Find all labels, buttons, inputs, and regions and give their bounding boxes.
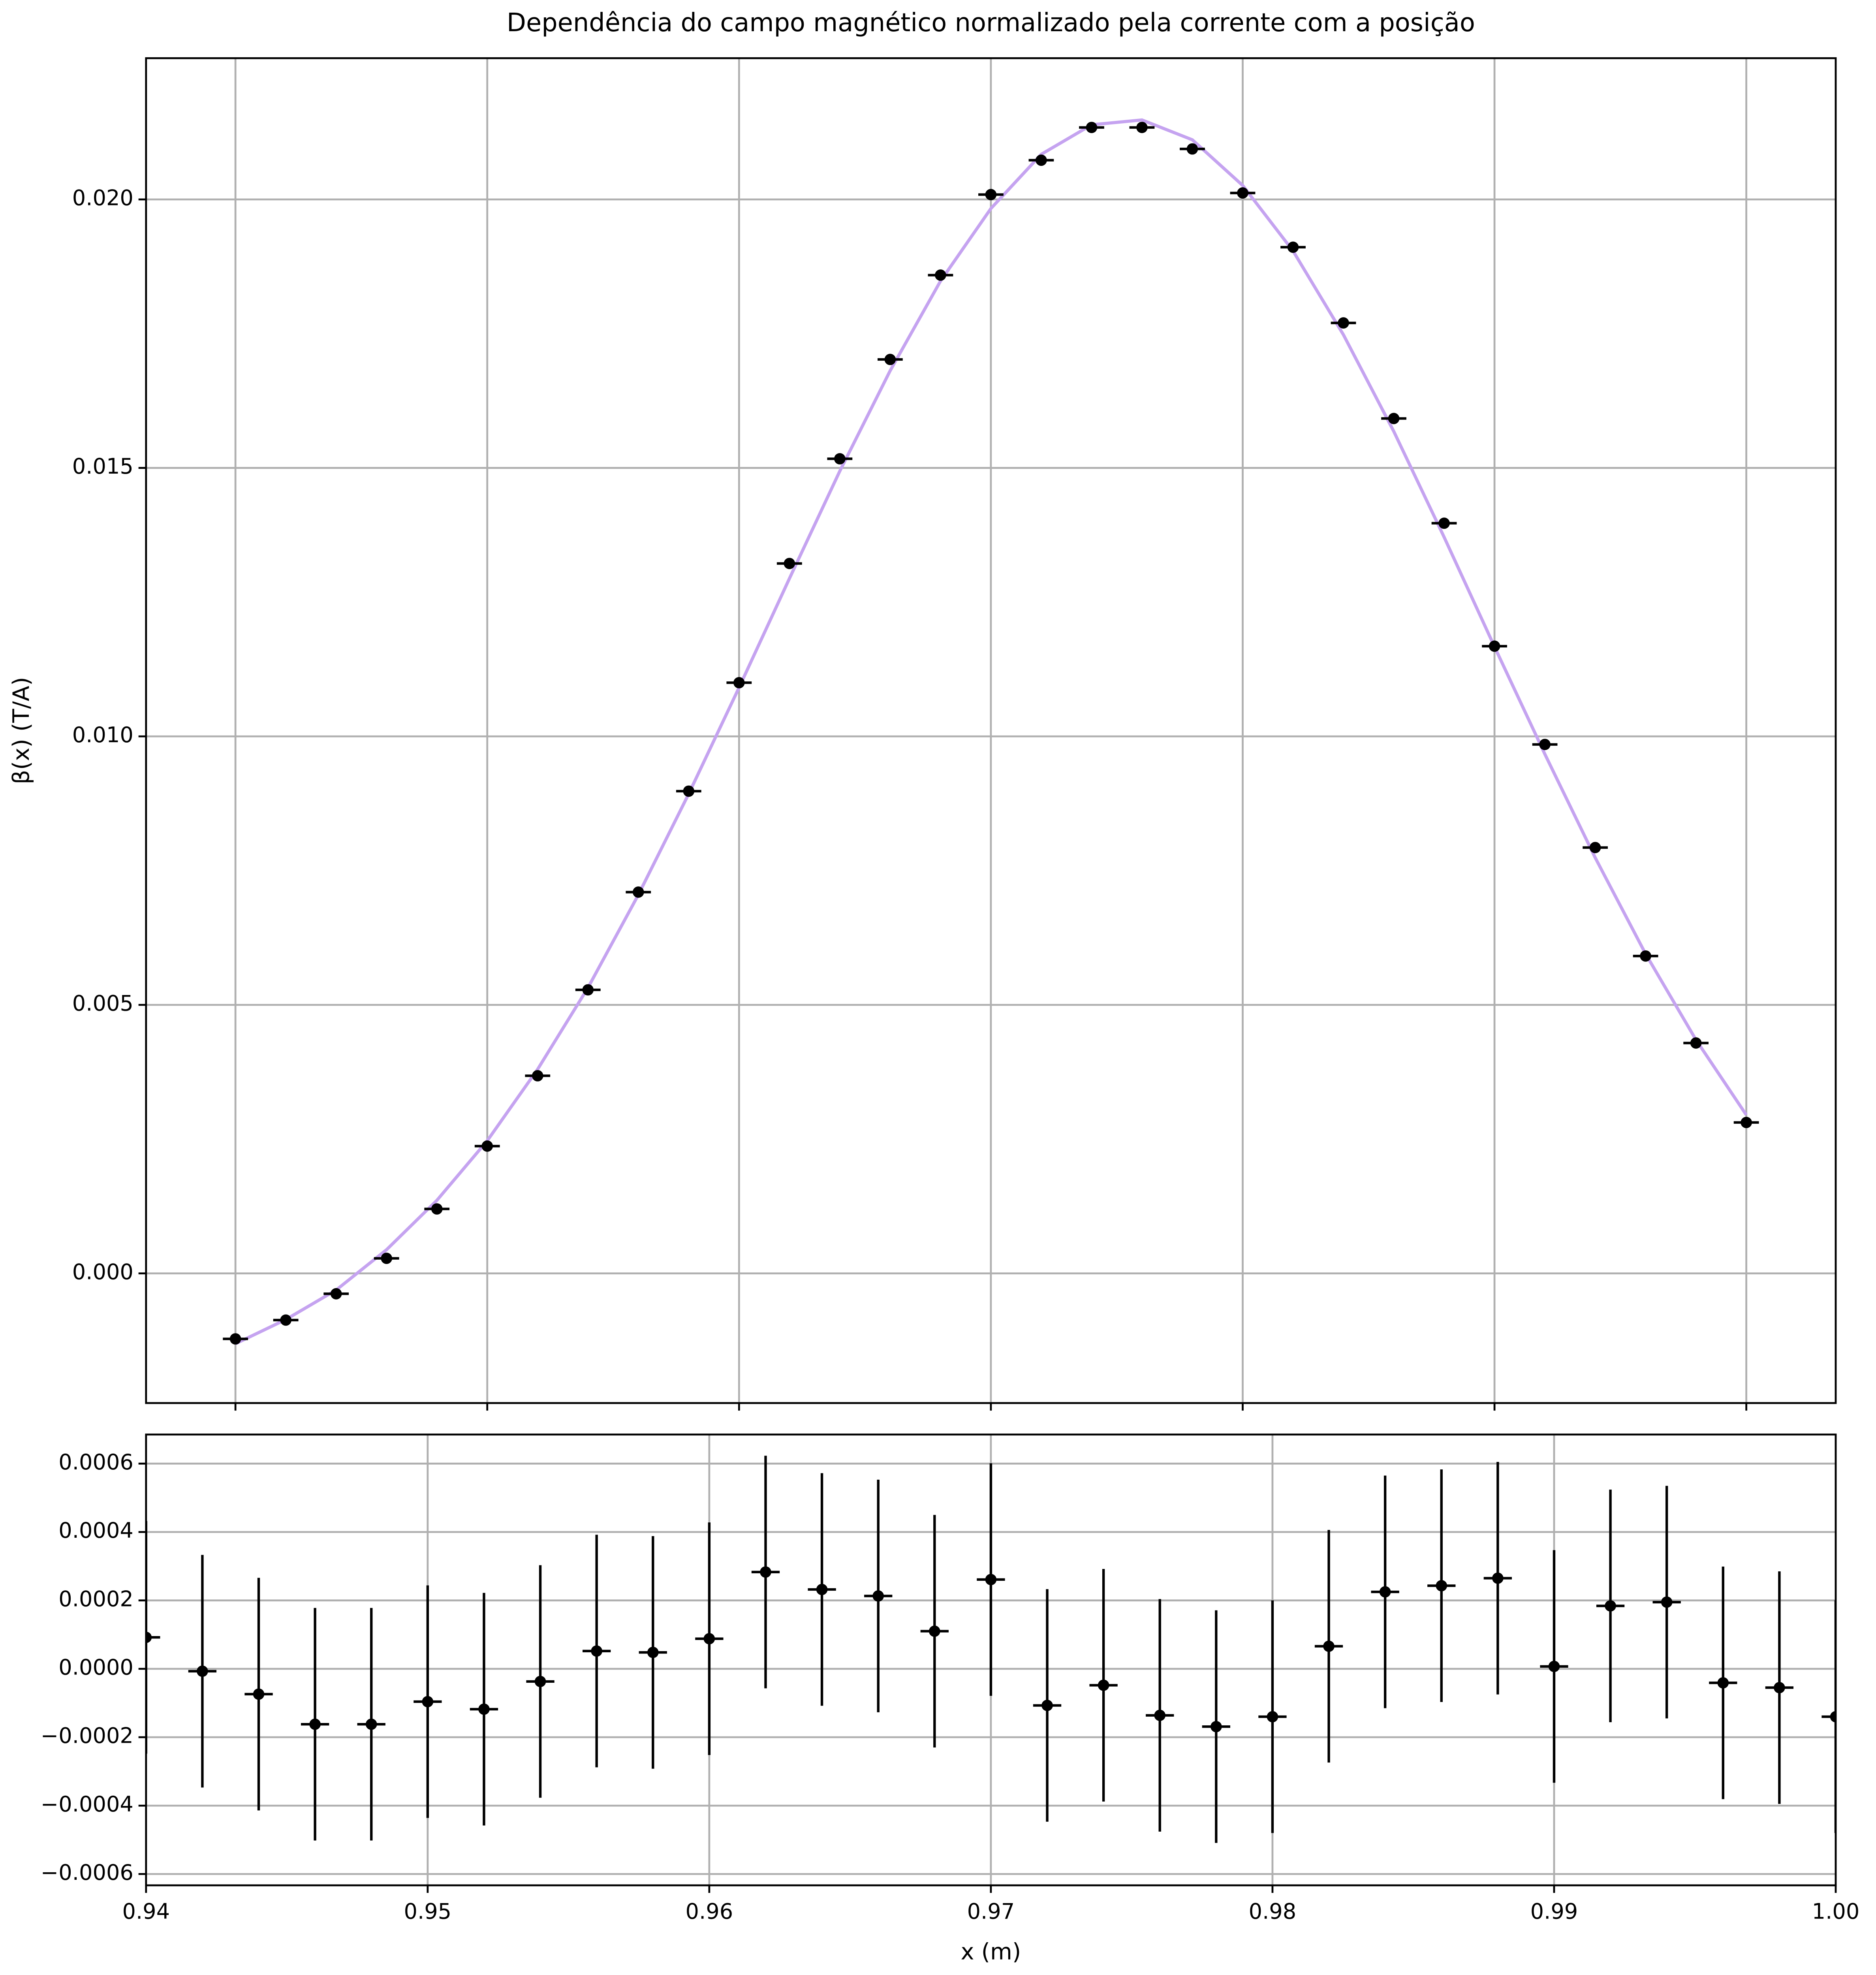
y-tick-label: 0.015: [72, 454, 133, 479]
data-point: [1661, 1596, 1673, 1608]
y-tick-label: 0.0006: [58, 1450, 133, 1475]
x-tick-label: 1.00: [1812, 1899, 1860, 1924]
data-point: [1098, 1680, 1109, 1691]
panel: Dependência do campo magnético normaliza…: [8, 8, 1837, 1411]
data-point: [935, 269, 946, 281]
data-point: [1438, 517, 1450, 529]
plot-area: [146, 1456, 1836, 1843]
data-point: [816, 1584, 828, 1595]
data-point: [1154, 1710, 1166, 1721]
data-point: [365, 1718, 377, 1730]
data-point: [197, 1665, 208, 1677]
data-point: [1379, 1586, 1391, 1598]
axes-frame: [145, 1433, 1837, 1887]
data-point: [760, 1566, 771, 1578]
data-point: [280, 1314, 292, 1326]
data-point: [1539, 739, 1551, 750]
data-point: [422, 1696, 434, 1708]
plot-area: [223, 118, 1759, 1345]
data-point: [1640, 950, 1651, 962]
data-point: [1136, 122, 1148, 134]
data-point: [884, 354, 896, 365]
x-tick-label: 0.97: [967, 1899, 1015, 1924]
x-tick-label: 0.98: [1249, 1899, 1297, 1924]
x-tick-label: 0.95: [404, 1899, 452, 1924]
y-tick-label: 0.005: [72, 991, 133, 1016]
x-axis-label: x (m): [961, 1939, 1021, 1965]
y-tick-label: 0.000: [72, 1259, 133, 1284]
data-point: [481, 1140, 493, 1152]
data-point: [478, 1703, 490, 1715]
data-point: [1589, 842, 1601, 854]
data-point: [1436, 1580, 1447, 1591]
data-point: [632, 886, 644, 898]
y-axis-label: β(x) (T/A): [8, 677, 34, 784]
data-point: [330, 1288, 342, 1300]
data-point: [872, 1590, 884, 1602]
data-point: [1741, 1117, 1752, 1129]
y-tick-label: 0.0000: [58, 1655, 133, 1680]
data-point: [309, 1718, 321, 1730]
data-point: [1287, 241, 1299, 253]
data-point: [1210, 1721, 1222, 1732]
x-tick-label: 0.99: [1530, 1899, 1578, 1924]
data-point: [1338, 317, 1349, 329]
data-point: [703, 1633, 715, 1645]
data-point: [534, 1676, 546, 1687]
y-tick-label: 0.020: [72, 185, 133, 210]
data-point: [431, 1203, 443, 1215]
data-point: [1237, 187, 1248, 199]
data-point: [647, 1646, 659, 1658]
panel: x (m) −0.0006 −0.0004 −0.0002 0.0000 0.0002 0.…: [41, 1433, 1860, 1965]
data-point: [253, 1688, 265, 1700]
data-point: [591, 1645, 602, 1657]
y-tick-label: 0.0002: [58, 1586, 133, 1611]
data-point: [1489, 640, 1500, 652]
data-point: [1492, 1572, 1504, 1584]
data-point: [1086, 122, 1098, 134]
data-point: [683, 785, 695, 797]
y-tick-label: −0.0004: [41, 1792, 133, 1817]
data-point: [1323, 1640, 1335, 1652]
data-point: [1548, 1661, 1560, 1672]
y-tick-label: 0.0004: [58, 1518, 133, 1543]
y-tick-label: −0.0002: [41, 1723, 133, 1748]
data-point: [1717, 1677, 1729, 1689]
x-tick-label: 0.94: [122, 1899, 170, 1924]
data-point: [929, 1625, 940, 1637]
data-point: [985, 189, 997, 200]
data-point: [733, 677, 745, 688]
y-tick-label: −0.0006: [41, 1860, 133, 1885]
data-point: [1041, 1700, 1053, 1711]
data-point: [532, 1070, 543, 1082]
data-point: [1605, 1600, 1616, 1612]
data-point: [1036, 154, 1047, 166]
y-tick-label: 0.010: [72, 722, 133, 747]
data-point: [1830, 1711, 1836, 1723]
data-point: [381, 1253, 393, 1264]
chart-title: Dependência do campo magnético normaliza…: [507, 8, 1475, 38]
axes-frame: [145, 57, 1837, 1404]
data-point: [229, 1333, 241, 1345]
data-point: [1267, 1711, 1278, 1723]
data-point: [985, 1574, 997, 1586]
data-point: [784, 558, 795, 569]
data-point: [146, 1631, 152, 1643]
data-point: [1388, 413, 1400, 424]
data-point: [834, 453, 846, 465]
data-point: [1774, 1682, 1785, 1693]
x-tick-label: 0.96: [686, 1899, 733, 1924]
data-point: [582, 984, 594, 996]
data-point: [1186, 143, 1198, 155]
data-point: [1690, 1037, 1702, 1049]
